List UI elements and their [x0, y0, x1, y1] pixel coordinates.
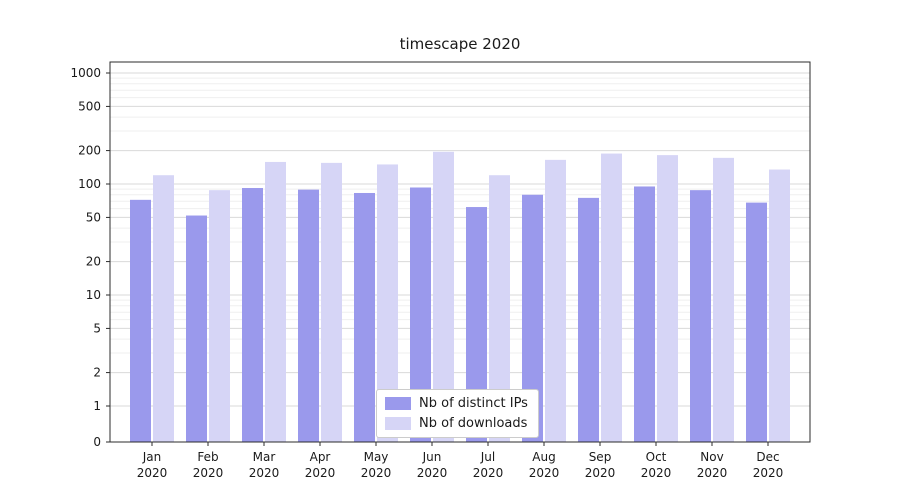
bar-distinct-ips: [690, 190, 711, 442]
y-tick-label: 20: [86, 255, 101, 269]
x-tick-label-year: 2020: [417, 466, 448, 480]
x-tick-label-year: 2020: [137, 466, 168, 480]
bar-downloads: [377, 164, 398, 443]
y-tick-label: 0: [93, 435, 101, 449]
legend-swatch-distinct-ips: [385, 397, 411, 410]
x-tick-label-month: May: [364, 450, 389, 464]
bar-distinct-ips: [746, 202, 767, 442]
y-tick-label: 50: [86, 210, 101, 224]
legend-label-distinct-ips: Nb of distinct IPs: [419, 396, 528, 411]
x-tick-label-month: Apr: [310, 450, 331, 464]
bar-downloads: [209, 190, 230, 442]
bar-distinct-ips: [466, 207, 487, 442]
x-tick-label-month: Jul: [480, 450, 495, 464]
bar-distinct-ips: [354, 192, 375, 442]
bar-distinct-ips: [186, 215, 207, 442]
x-tick-label-month: Dec: [756, 450, 779, 464]
y-tick-label: 1000: [70, 66, 101, 80]
y-tick-label: 10: [86, 288, 101, 302]
bar-downloads: [489, 175, 510, 442]
bar-distinct-ips: [130, 199, 151, 442]
x-tick-label-month: Aug: [532, 450, 555, 464]
legend-item-distinct-ips: Nb of distinct IPs: [385, 396, 528, 411]
x-tick-label-month: Jan: [142, 450, 162, 464]
plot-spines: [109, 61, 811, 443]
legend-item-downloads: Nb of downloads: [385, 416, 528, 431]
bar-downloads: [769, 169, 790, 442]
legend-label-downloads: Nb of downloads: [419, 416, 528, 431]
bar-downloads: [321, 162, 342, 443]
x-tick-label-month: Feb: [197, 450, 218, 464]
x-tick-label-year: 2020: [361, 466, 392, 480]
x-tick-label-year: 2020: [753, 466, 784, 480]
bar-downloads: [657, 155, 678, 442]
bar-distinct-ips: [298, 189, 319, 442]
bar-distinct-ips: [578, 197, 599, 442]
bar-downloads: [433, 151, 454, 442]
y-tick-label: 2: [93, 366, 101, 380]
bar-downloads: [601, 153, 622, 442]
x-tick-label-month: Mar: [253, 450, 276, 464]
bar-downloads: [545, 159, 566, 442]
y-tick-label: 1: [93, 399, 101, 413]
bar-distinct-ips: [522, 194, 543, 442]
x-tick-label-month: Sep: [589, 450, 612, 464]
bar-downloads: [265, 161, 286, 442]
x-tick-label-month: Jun: [422, 450, 442, 464]
bar-downloads: [713, 157, 734, 443]
y-tick-label: 500: [78, 99, 101, 113]
y-tick-label: 200: [78, 144, 101, 158]
x-tick-label-month: Oct: [646, 450, 667, 464]
legend: Nb of distinct IPs Nb of downloads: [376, 389, 539, 438]
x-tick-label-year: 2020: [193, 466, 224, 480]
bar-downloads: [153, 175, 174, 442]
x-tick-label-year: 2020: [473, 466, 504, 480]
x-tick-label-year: 2020: [641, 466, 672, 480]
bar-distinct-ips: [410, 187, 431, 442]
y-tick-label: 100: [78, 177, 101, 191]
bar-distinct-ips: [634, 186, 655, 442]
x-tick-label-year: 2020: [305, 466, 336, 480]
chart-title: timescape 2020: [399, 35, 521, 53]
y-tick-label: 5: [93, 321, 101, 335]
bar-distinct-ips: [242, 188, 263, 442]
x-tick-label-month: Nov: [700, 450, 723, 464]
legend-swatch-downloads: [385, 417, 411, 430]
x-tick-label-year: 2020: [585, 466, 616, 480]
x-tick-label-year: 2020: [529, 466, 560, 480]
x-tick-label-year: 2020: [249, 466, 280, 480]
x-tick-label-year: 2020: [697, 466, 728, 480]
